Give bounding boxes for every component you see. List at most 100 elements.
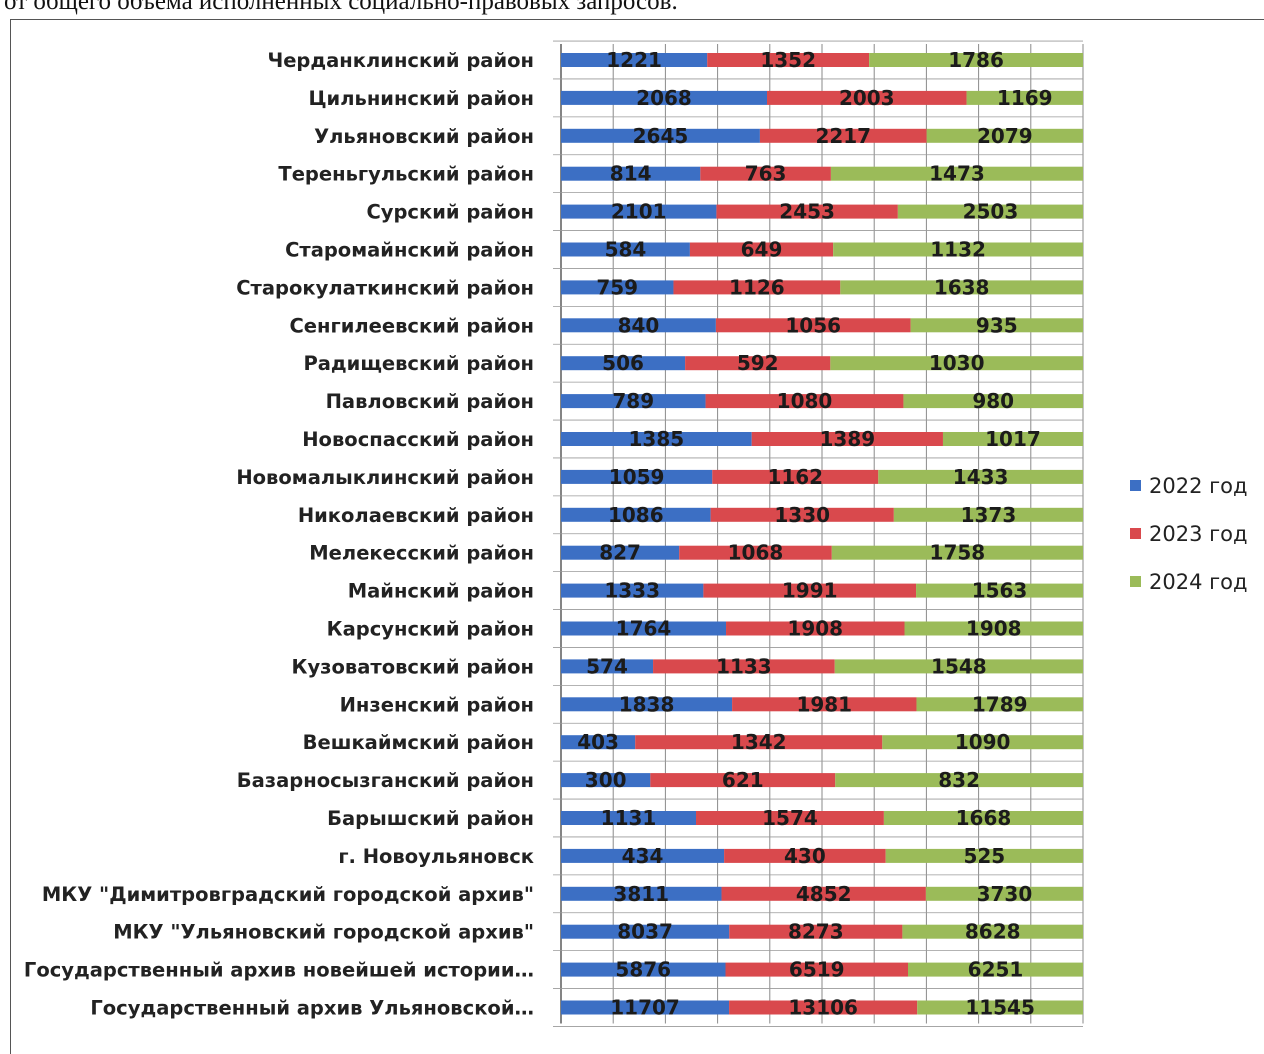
bar-segment-3 (942, 432, 1083, 446)
bar-segment-3 (925, 886, 1083, 901)
data-label: 2453 (779, 200, 835, 224)
category-label: Новомалыклинский район (236, 466, 534, 489)
bar-segment-2 (715, 318, 911, 333)
data-label: 1758 (930, 541, 986, 565)
bar-segment-2 (724, 848, 886, 863)
bar-segment-3 (883, 811, 1083, 825)
data-label: 1908 (787, 617, 843, 641)
data-label: 2079 (977, 124, 1033, 148)
bar-segment-3 (830, 166, 1083, 181)
bar-segment-1 (561, 53, 708, 67)
data-label: 2003 (839, 86, 895, 110)
bar-segment-2 (653, 659, 835, 674)
data-label: 506 (602, 351, 644, 375)
category-label: Инзенский район (340, 693, 534, 716)
bar-segment-3 (835, 773, 1083, 788)
data-labels: 1221 1352 1786 2068 2003 1169 2645 2217 2079 814 7… (577, 48, 1052, 1020)
data-label: 2068 (636, 86, 692, 110)
bar-segment-1 (561, 242, 690, 257)
data-label: 8628 (965, 920, 1021, 944)
data-label: 592 (737, 351, 779, 375)
bar-segment-2 (707, 53, 870, 67)
category-label: Карсунский район (327, 618, 534, 641)
data-label: 840 (618, 313, 660, 337)
data-label: 1668 (956, 806, 1012, 830)
data-label: 827 (599, 541, 641, 565)
data-label: 1342 (731, 730, 787, 754)
category-label: Цильнинский район (308, 87, 534, 110)
bar-segment-1 (561, 924, 730, 939)
data-label: 1789 (972, 692, 1028, 716)
bar-segment-1 (561, 507, 711, 522)
bar-segment-1 (561, 1000, 730, 1015)
bar-segment-2 (725, 962, 909, 977)
bar-segment-2 (729, 1000, 918, 1015)
category-label: Барышский район (327, 807, 534, 830)
bar-segment-3 (916, 583, 1083, 598)
category-label: Мелекесский район (309, 542, 534, 565)
data-label: 584 (605, 238, 647, 262)
data-label: 1473 (929, 162, 985, 186)
data-label: 1385 (629, 427, 685, 451)
bar-segment-2 (751, 432, 943, 446)
bar-segment-3 (831, 545, 1083, 560)
bar-segment-2 (689, 242, 834, 257)
data-label: 2217 (815, 124, 871, 148)
bar-segment-3 (904, 621, 1083, 636)
data-label: 300 (585, 768, 627, 792)
bar-segment-2 (673, 280, 841, 295)
category-labels: Черданклинский район Цильнинский район Уль… (24, 49, 534, 1020)
data-label: 2101 (611, 200, 667, 224)
category-label: Сурский район (366, 201, 534, 224)
bar-segment-2 (732, 697, 917, 712)
bar-segment-2 (696, 811, 884, 825)
category-label: Майнский район (348, 580, 534, 603)
data-label: 759 (596, 275, 638, 299)
data-label: 1090 (955, 730, 1011, 754)
legend-label: 2024 год (1149, 570, 1248, 594)
bar-segment-2 (650, 773, 836, 788)
category-label: МКУ "Димитровградский городской архив" (42, 883, 534, 906)
bar-segment-1 (561, 280, 674, 295)
data-label: 1638 (934, 275, 990, 299)
data-label: 403 (577, 730, 619, 754)
bar-segment-2 (767, 90, 967, 105)
data-label: 574 (586, 654, 628, 678)
data-label: 11545 (965, 996, 1035, 1020)
data-label: 13106 (788, 996, 858, 1020)
legend-swatch (1130, 528, 1141, 539)
bar-segment-2 (759, 128, 927, 143)
bar-segment-3 (869, 53, 1083, 67)
category-label: МКУ "Ульяновский городской архив" (113, 921, 534, 944)
bar-segment-1 (561, 128, 760, 143)
bar-segment-2 (712, 469, 879, 484)
bar-segment-3 (903, 394, 1083, 409)
data-label: 3811 (613, 882, 669, 906)
bar-segment-1 (561, 848, 725, 863)
data-label: 4852 (796, 882, 852, 906)
data-label: 1333 (604, 579, 660, 603)
data-label: 621 (722, 768, 764, 792)
chart-frame (10, 19, 1264, 1054)
data-label: 1352 (760, 48, 816, 72)
bar-segment-3 (902, 924, 1083, 939)
data-label: 430 (784, 844, 826, 868)
data-label: 1991 (782, 579, 838, 603)
bar-segment-2 (716, 204, 898, 219)
bar-segment-2 (705, 394, 904, 409)
bar-segment-3 (926, 128, 1083, 143)
data-label: 1786 (948, 48, 1004, 72)
bar-segment-2 (703, 583, 917, 598)
bar-segment-3 (840, 280, 1083, 295)
bar-segment-3 (885, 848, 1083, 863)
bar-segment-1 (561, 621, 727, 636)
category-label: Павловский район (326, 390, 534, 413)
bar-segment-2 (685, 356, 831, 371)
category-label: г. Новоульяновск (338, 845, 534, 868)
data-label: 1548 (931, 654, 987, 678)
data-label: 8037 (617, 920, 673, 944)
bar-segment-1 (561, 318, 716, 333)
category-label: Сенгилеевский район (290, 314, 535, 337)
bar-segment-2 (729, 924, 903, 939)
